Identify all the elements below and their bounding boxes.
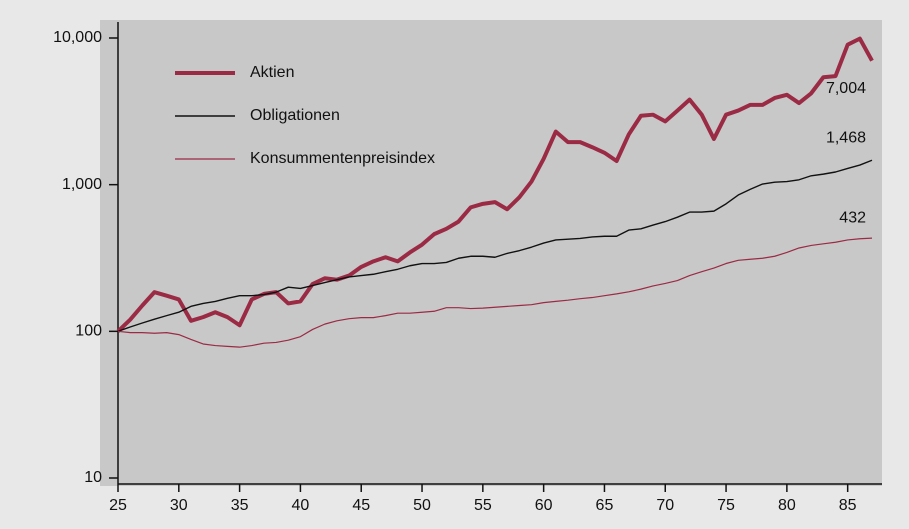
x-tick-label: 80 xyxy=(778,497,796,514)
y-tick-label: 10,000 xyxy=(53,29,102,46)
y-tick-label: 10 xyxy=(84,469,102,486)
x-tick-label: 45 xyxy=(352,497,370,514)
series-line xyxy=(117,159,873,332)
y-tick-label: 1,000 xyxy=(62,176,102,193)
x-tick-label: 55 xyxy=(474,497,492,514)
x-tick-label: 40 xyxy=(292,497,310,514)
x-tick-label: 35 xyxy=(231,497,249,514)
end-label: 7,004 xyxy=(826,80,866,97)
end-label: 1,468 xyxy=(826,129,866,146)
legend-label: Obligationen xyxy=(250,107,340,124)
x-tick-label: 25 xyxy=(109,497,127,514)
legend-label: Aktien xyxy=(250,64,294,81)
x-tick-label: 30 xyxy=(170,497,188,514)
x-tick-label: 60 xyxy=(535,497,553,514)
x-tick-label: 70 xyxy=(656,497,674,514)
x-tick-label: 65 xyxy=(596,497,614,514)
y-tick-label: 100 xyxy=(75,323,102,340)
x-tick-label: 75 xyxy=(717,497,735,514)
x-tick-label: 85 xyxy=(839,497,857,514)
series-line xyxy=(117,237,873,348)
end-label: 432 xyxy=(839,209,866,226)
x-tick-label: 50 xyxy=(413,497,431,514)
plot-area xyxy=(100,20,882,486)
series-line xyxy=(116,36,874,333)
legend-label: Konsummentenpreisindex xyxy=(250,150,435,167)
